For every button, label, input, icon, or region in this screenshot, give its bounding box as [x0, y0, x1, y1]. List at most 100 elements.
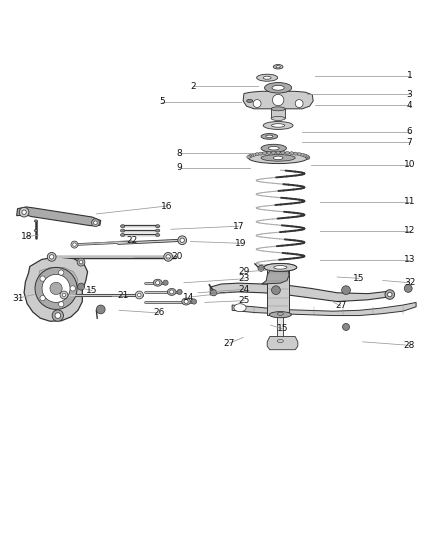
Ellipse shape	[263, 76, 271, 79]
Text: 25: 25	[239, 296, 250, 305]
Ellipse shape	[271, 107, 285, 111]
Ellipse shape	[297, 152, 301, 156]
Circle shape	[70, 286, 75, 291]
Ellipse shape	[272, 124, 285, 127]
Text: 2: 2	[190, 82, 195, 91]
Ellipse shape	[248, 152, 308, 164]
Text: 29: 29	[239, 267, 250, 276]
Ellipse shape	[385, 290, 395, 300]
Ellipse shape	[177, 289, 182, 295]
Text: 19: 19	[235, 239, 247, 248]
Circle shape	[78, 283, 85, 290]
Text: 5: 5	[159, 98, 165, 106]
Circle shape	[96, 305, 105, 314]
Polygon shape	[38, 268, 78, 308]
Ellipse shape	[259, 152, 263, 155]
Text: 6: 6	[406, 127, 413, 136]
Text: 4: 4	[407, 101, 412, 110]
Ellipse shape	[155, 225, 160, 228]
Polygon shape	[267, 336, 298, 350]
Ellipse shape	[269, 312, 291, 318]
Circle shape	[211, 290, 217, 296]
Ellipse shape	[250, 154, 254, 157]
Text: 12: 12	[404, 226, 415, 235]
Bar	[277, 314, 283, 341]
Ellipse shape	[52, 310, 64, 321]
Ellipse shape	[73, 243, 76, 246]
Ellipse shape	[388, 292, 392, 297]
Ellipse shape	[286, 151, 290, 155]
Text: 7: 7	[406, 138, 413, 147]
Ellipse shape	[248, 155, 252, 158]
Ellipse shape	[191, 299, 197, 304]
Text: 9: 9	[177, 164, 183, 173]
Text: 10: 10	[404, 160, 415, 169]
Circle shape	[50, 282, 62, 295]
Circle shape	[59, 302, 64, 307]
Ellipse shape	[184, 300, 188, 303]
Circle shape	[40, 276, 45, 281]
Ellipse shape	[138, 293, 141, 297]
Text: 22: 22	[127, 236, 138, 245]
Text: 27: 27	[224, 338, 235, 348]
Text: 20: 20	[172, 252, 183, 261]
Ellipse shape	[155, 229, 160, 232]
Ellipse shape	[277, 340, 283, 343]
Ellipse shape	[306, 156, 310, 159]
Ellipse shape	[77, 258, 85, 266]
Circle shape	[404, 285, 412, 292]
Ellipse shape	[55, 313, 60, 318]
Ellipse shape	[47, 253, 56, 261]
Ellipse shape	[135, 291, 143, 299]
Circle shape	[42, 274, 70, 302]
Ellipse shape	[272, 85, 284, 90]
Ellipse shape	[163, 280, 168, 285]
Bar	[267, 269, 289, 314]
Ellipse shape	[166, 255, 170, 259]
Ellipse shape	[155, 233, 160, 237]
Polygon shape	[262, 266, 289, 284]
Ellipse shape	[264, 263, 297, 271]
Ellipse shape	[276, 151, 280, 154]
Ellipse shape	[60, 291, 68, 299]
Ellipse shape	[261, 134, 278, 139]
Ellipse shape	[167, 288, 176, 295]
Circle shape	[59, 270, 64, 275]
Ellipse shape	[290, 152, 293, 155]
Text: 11: 11	[404, 197, 415, 206]
Ellipse shape	[71, 241, 78, 248]
Ellipse shape	[261, 155, 295, 161]
Ellipse shape	[269, 266, 291, 271]
Text: 15: 15	[86, 286, 98, 295]
Polygon shape	[243, 91, 313, 109]
Ellipse shape	[170, 290, 173, 294]
Bar	[271, 109, 285, 118]
Ellipse shape	[300, 154, 304, 156]
Ellipse shape	[120, 225, 125, 228]
Text: 15: 15	[353, 274, 365, 283]
Ellipse shape	[180, 238, 184, 243]
Ellipse shape	[234, 304, 246, 312]
Ellipse shape	[120, 233, 125, 237]
Text: 26: 26	[153, 309, 164, 318]
Ellipse shape	[156, 281, 159, 285]
Ellipse shape	[255, 152, 259, 156]
Text: 16: 16	[161, 201, 172, 211]
Ellipse shape	[92, 219, 99, 227]
Ellipse shape	[164, 253, 173, 261]
Ellipse shape	[182, 298, 191, 305]
Ellipse shape	[267, 151, 271, 155]
Ellipse shape	[274, 265, 287, 269]
Polygon shape	[210, 283, 393, 302]
Ellipse shape	[49, 255, 54, 259]
Polygon shape	[24, 257, 88, 321]
Circle shape	[253, 100, 261, 108]
Text: 23: 23	[239, 274, 250, 283]
Ellipse shape	[263, 152, 267, 155]
Ellipse shape	[153, 279, 162, 286]
Ellipse shape	[271, 117, 285, 120]
Text: 28: 28	[404, 341, 415, 350]
Ellipse shape	[306, 156, 310, 159]
Ellipse shape	[257, 74, 278, 81]
Text: 24: 24	[239, 285, 250, 294]
